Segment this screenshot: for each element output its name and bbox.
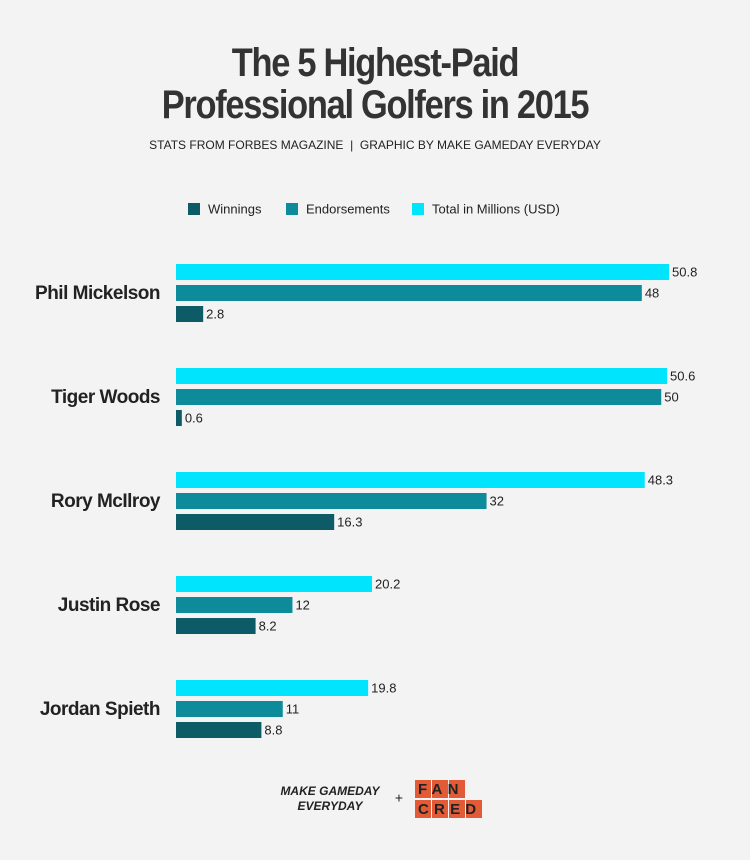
bar <box>176 472 645 488</box>
bar <box>176 306 204 322</box>
logo-text: CRED <box>418 801 481 818</box>
category-label: Rory McIlroy <box>51 491 161 512</box>
bar <box>176 701 283 717</box>
legend-swatch <box>412 203 424 215</box>
bar <box>176 285 642 301</box>
value-label: 50.6 <box>670 368 695 383</box>
chart-title: The 5 Highest-Paid Professional Golfers … <box>161 41 590 127</box>
value-label: 11 <box>286 701 300 716</box>
category-label: Jordan Spieth <box>40 699 160 720</box>
category-label: Tiger Woods <box>51 387 160 408</box>
value-label: 32 <box>490 493 504 508</box>
logo-box <box>432 780 448 798</box>
value-label: 8.2 <box>259 618 277 633</box>
logo-text: FAN <box>418 781 464 798</box>
logo-box <box>415 780 431 798</box>
bar <box>176 618 256 634</box>
bar <box>176 722 262 738</box>
logo-box <box>466 800 482 818</box>
value-label: 48.3 <box>648 472 673 487</box>
value-label: 50.8 <box>672 264 697 279</box>
logo-box <box>449 800 465 818</box>
category-label: Phil Mickelson <box>35 283 160 304</box>
logo-box <box>449 780 465 798</box>
category-label: Justin Rose <box>58 595 160 616</box>
chart-subtitle: STATS FROM FORBES MAGAZINE | GRAPHIC BY … <box>149 138 601 152</box>
bar <box>176 410 182 426</box>
legend-label: Endorsements <box>306 201 390 216</box>
logo-box <box>415 800 431 818</box>
bar <box>176 680 369 696</box>
bar <box>176 576 373 592</box>
brand: EVERYDAY <box>298 799 364 813</box>
bar <box>176 514 335 530</box>
bar <box>176 264 669 280</box>
bar <box>176 597 293 613</box>
value-label: 0.6 <box>185 410 203 425</box>
value-label: 8.8 <box>264 722 282 737</box>
value-label: 50 <box>664 389 678 404</box>
logo-box <box>432 800 448 818</box>
legend-swatch <box>286 203 298 215</box>
value-label: 20.2 <box>375 576 400 591</box>
value-label: 16.3 <box>337 514 362 529</box>
value-label: 48 <box>645 285 659 300</box>
value-label: 19.8 <box>371 680 396 695</box>
bar <box>176 389 662 405</box>
value-label: 12 <box>295 597 309 612</box>
bar <box>176 493 487 509</box>
legend-label: Winnings <box>208 201 262 216</box>
value-label: 2.8 <box>206 306 224 321</box>
legend-swatch <box>188 203 200 215</box>
bar <box>176 368 668 384</box>
plus: + <box>395 790 403 806</box>
legend-label: Total in Millions (USD) <box>432 201 560 216</box>
brand: MAKE GAMEDAY <box>280 784 380 798</box>
